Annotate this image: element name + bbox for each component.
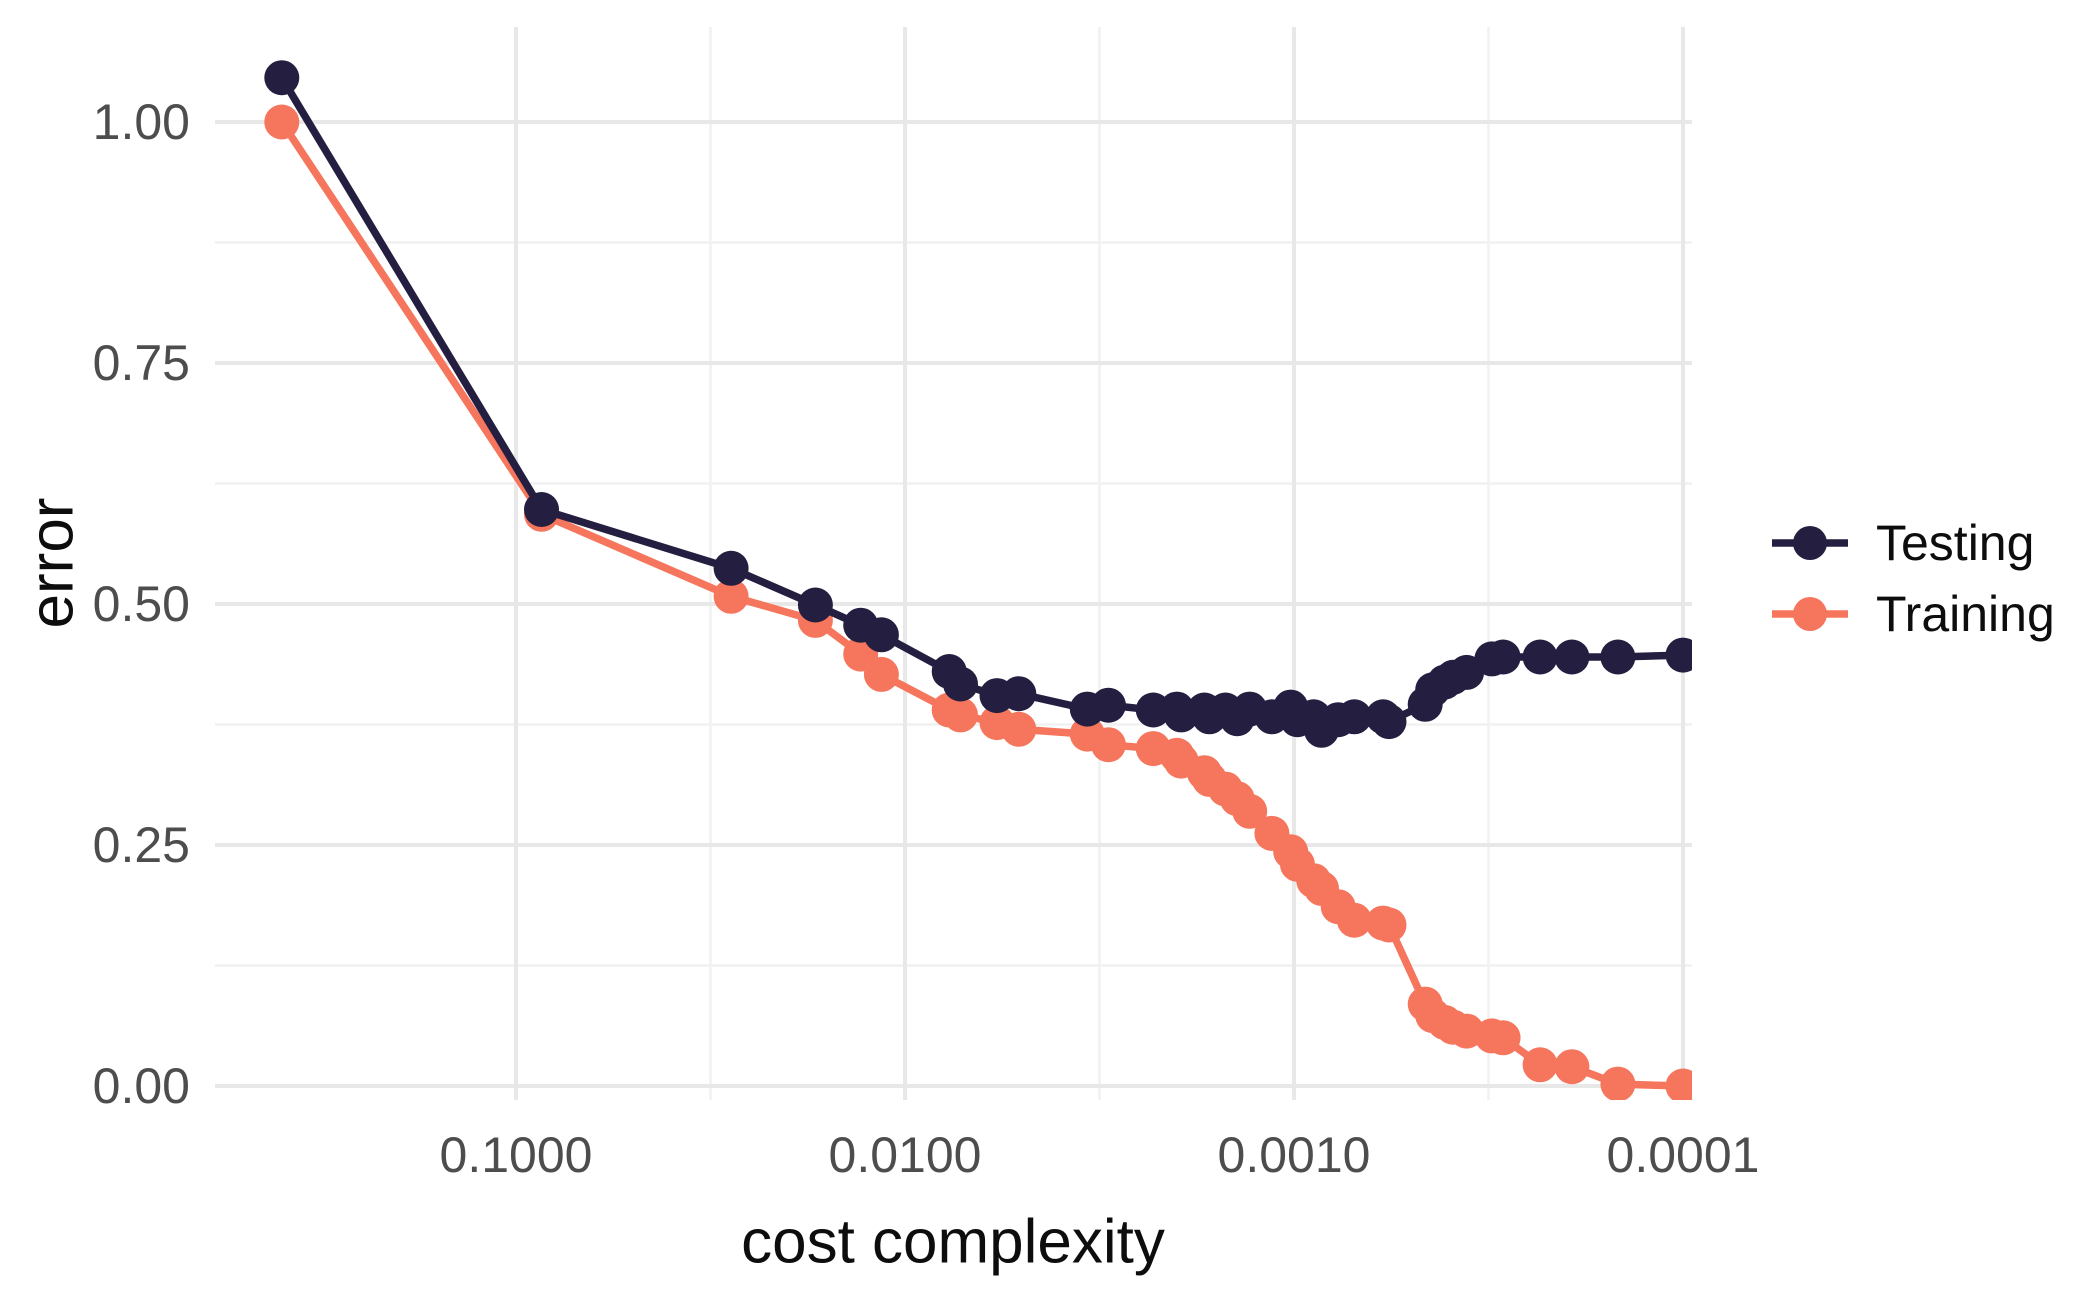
series-point-testing	[1554, 639, 1590, 675]
series-point-testing	[524, 492, 559, 527]
legend-label-training: Training	[1876, 586, 2055, 642]
series-point-training	[713, 578, 749, 614]
series-point-testing	[1522, 639, 1558, 675]
series-point-testing	[264, 60, 300, 96]
series-group	[264, 60, 1692, 1100]
series-point-training	[264, 104, 300, 140]
series-point-training	[1522, 1047, 1558, 1083]
series-point-training	[1600, 1066, 1636, 1100]
series-point-training	[1665, 1068, 1692, 1100]
y-tick-label: 0.25	[93, 817, 190, 873]
series-point-training	[1336, 902, 1372, 938]
series-point-training	[1554, 1049, 1590, 1085]
y-tick-label: 0.00	[93, 1058, 190, 1114]
series-point-training	[1001, 711, 1037, 747]
x-tick-label: 0.1000	[440, 1127, 593, 1183]
series-point-training	[863, 656, 899, 692]
series-point-testing	[1090, 687, 1126, 723]
x-tick-label: 0.0100	[829, 1127, 982, 1183]
series-point-testing	[713, 550, 749, 586]
x-tick-label: 0.0001	[1607, 1127, 1760, 1183]
y-axis-title: error	[17, 497, 87, 629]
series-point-testing	[1665, 637, 1692, 673]
legend-key-testing-icon	[1772, 526, 1848, 560]
series-line-testing	[278, 75, 1684, 736]
legend-entry-testing: Testing	[1772, 514, 2034, 572]
series-point-testing	[1001, 676, 1037, 712]
series-point-testing	[863, 617, 899, 653]
x-tick-label: 0.0010	[1218, 1127, 1371, 1183]
y-tick-label: 1.00	[93, 94, 190, 150]
legend-entry-training: Training	[1772, 585, 2055, 643]
series-point-training	[1485, 1020, 1521, 1056]
y-tick-label: 0.75	[93, 335, 190, 391]
legend-label-testing: Testing	[1876, 515, 2035, 571]
series-point-testing	[1600, 639, 1636, 675]
series-point-training	[1090, 727, 1126, 763]
series-point-testing	[797, 587, 833, 623]
series-point-training	[1371, 907, 1407, 943]
series-point-testing	[1485, 639, 1521, 675]
x-axis-title: cost complexity	[741, 1207, 1165, 1277]
y-tick-label: 0.50	[93, 576, 190, 632]
series-point-training	[1232, 793, 1268, 829]
series-point-training	[943, 697, 978, 733]
series-point-testing	[1336, 699, 1372, 735]
legend-key-training-icon	[1772, 597, 1848, 631]
series-point-testing	[1371, 704, 1407, 740]
series-point-testing	[943, 666, 978, 702]
